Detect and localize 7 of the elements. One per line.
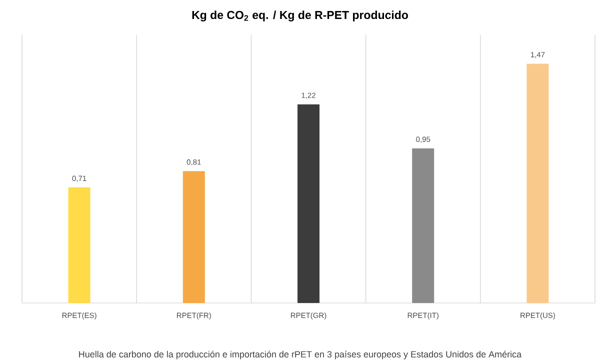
chart-title: Kg de CO$_{2}$ eq. / Kg de R-PET producido [192, 10, 408, 22]
bar [182, 171, 205, 303]
bar [526, 64, 549, 303]
bar [412, 148, 434, 303]
text: Huella de carbono de la producción e importación de rPET en 3 países europeos y Estados Unidos de América [79, 350, 522, 360]
bar [68, 187, 90, 303]
bar [298, 104, 320, 303]
